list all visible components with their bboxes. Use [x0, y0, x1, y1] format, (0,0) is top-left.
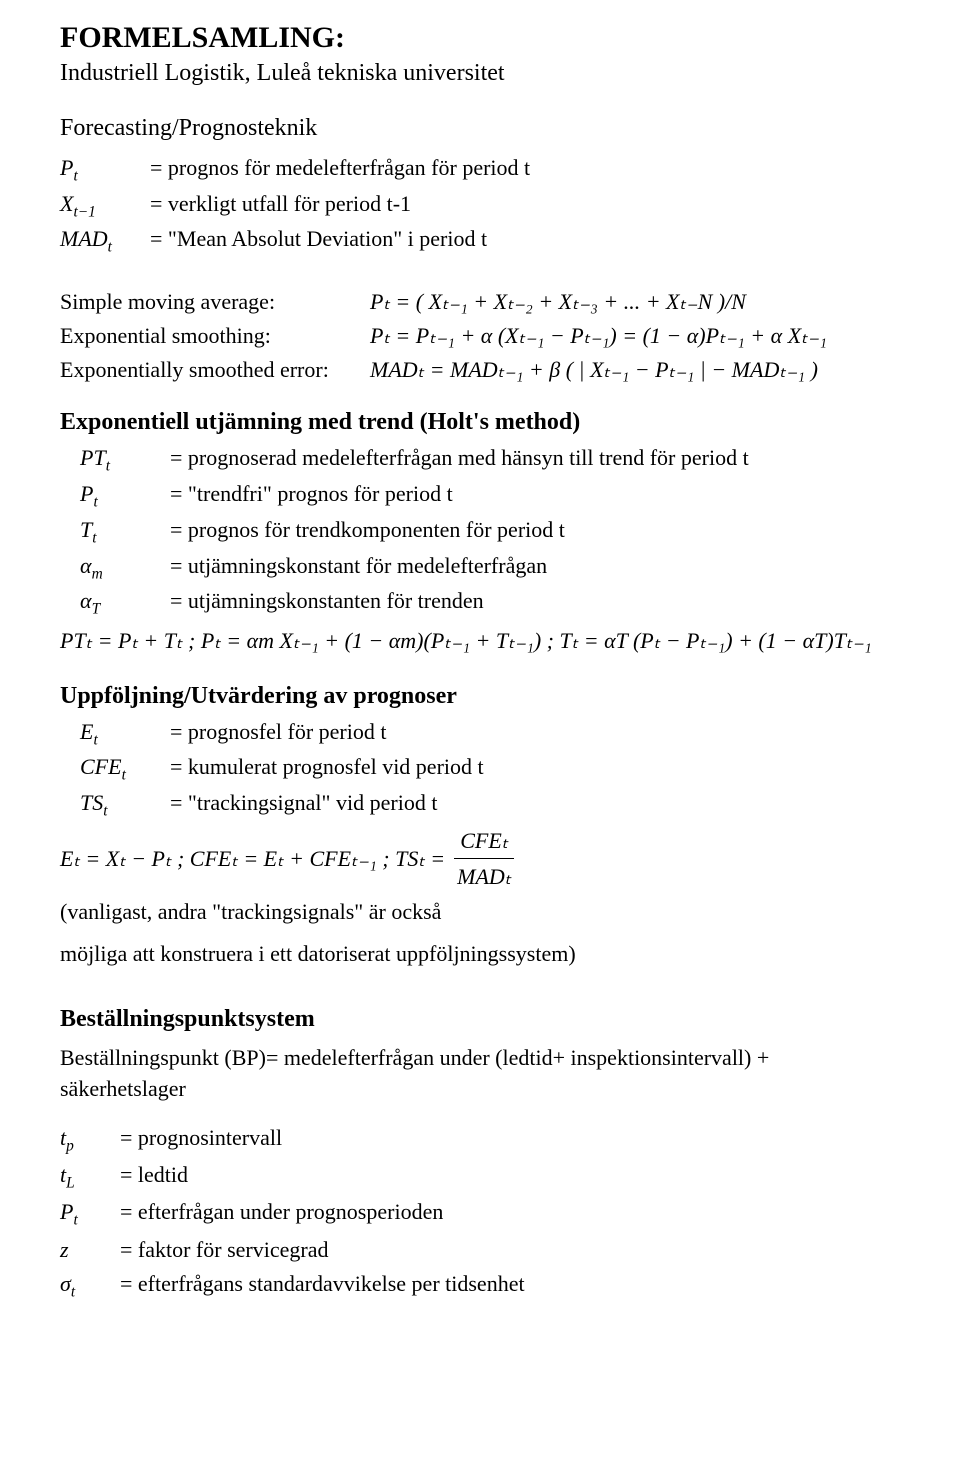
def-text-tt: = prognos för trendkomponenten för perio… [170, 514, 900, 550]
eq-label-exp: Exponential smoothing: [60, 319, 370, 353]
def-row-bp-pt: Pt = efterfrågan under prognosperioden [60, 1195, 900, 1232]
def-sym-holt-pt: Pt [80, 478, 170, 514]
header-bp: Beställningspunktsystem [60, 1006, 900, 1033]
def-text-holt-pt: = "trendfri" prognos för period t [170, 478, 900, 514]
eq-row-mad: Exponentially smoothed error: MADₜ = MAD… [60, 353, 900, 387]
document-page: FORMELSAMLING: Industriell Logistik, Lul… [0, 0, 960, 1478]
def-text-tp: = prognosintervall [120, 1121, 900, 1158]
def-sym-pt: Pt [60, 152, 150, 188]
def-sym-bp-pt: Pt [60, 1195, 120, 1232]
def-text-pt: = prognos för medelefterfrågan för perio… [150, 152, 900, 188]
header-follow: Uppföljning/Utvärdering av prognoser [60, 683, 900, 710]
def-sym-tp: tp [60, 1121, 120, 1158]
def-sym-am: αm [80, 550, 170, 586]
def-row-pt: Pt = prognos för medelefterfrågan för pe… [60, 152, 900, 188]
def-row-tst: TSt = "trackingsignal" vid period t [80, 787, 900, 823]
eq-rhs-sma: Pₜ = ( Xₜ₋₁ + Xₜ₋₂ + Xₜ₋₃ + ... + Xₜ₋N )… [370, 285, 900, 319]
bp-text: Beställningspunkt (BP)= medelefterfrågan… [60, 1043, 900, 1105]
def-sym-ptt: PTt [80, 442, 170, 478]
def-text-sigma: = efterfrågans standardavvikelse per tid… [120, 1267, 900, 1304]
eq-row-exp: Exponential smoothing: Pₜ = Pₜ₋₁ + α (Xₜ… [60, 319, 900, 353]
definitions-prognos: Pt = prognos för medelefterfrågan för pe… [60, 152, 900, 259]
def-row-at: αT = utjämningskonstanten för trenden [80, 585, 900, 621]
def-text-xt1: = verkligt utfall för period t-1 [150, 188, 900, 224]
def-text-bp-pt: = efterfrågan under prognosperioden [120, 1195, 900, 1232]
def-row-tp: tp = prognosintervall [60, 1121, 900, 1158]
page-title: FORMELSAMLING: [60, 20, 900, 56]
def-row-xt1: Xt−1 = verkligt utfall för period t-1 [60, 188, 900, 224]
def-text-et: = prognosfel för period t [170, 716, 900, 752]
def-text-cfet: = kumulerat prognosfel vid period t [170, 751, 900, 787]
def-text-tst: = "trackingsignal" vid period t [170, 787, 900, 823]
eq-rhs-mad: MADₜ = MADₜ₋₁ + β ( | Xₜ₋₁ − Pₜ₋₁ | − MA… [370, 353, 900, 387]
def-row-am: αm = utjämningskonstant för medelefterfr… [80, 550, 900, 586]
frac-den: MADₜ [451, 859, 517, 894]
def-text-ptt: = prognoserad medelefterfrågan med hänsy… [170, 442, 900, 478]
def-sym-xt1: Xt−1 [60, 188, 150, 224]
def-row-et: Et = prognosfel för period t [80, 716, 900, 752]
def-sym-at: αT [80, 585, 170, 621]
eq-rhs-exp: Pₜ = Pₜ₋₁ + α (Xₜ₋₁ − Pₜ₋₁) = (1 − α)Pₜ₋… [370, 319, 900, 353]
equation-block: Simple moving average: Pₜ = ( Xₜ₋₁ + Xₜ₋… [60, 285, 900, 387]
definitions-bp: tp = prognosintervall tL = ledtid Pt = e… [60, 1121, 900, 1304]
def-row-cfet: CFEt = kumulerat prognosfel vid period t [80, 751, 900, 787]
eq-label-mad: Exponentially smoothed error: [60, 353, 370, 387]
follow-eq-left: Eₜ = Xₜ − Pₜ ; CFEₜ = Eₜ + CFEₜ₋₁ ; TSₜ … [60, 841, 445, 876]
holt-equations: PTₜ = Pₜ + Tₜ ; Pₜ = αm Xₜ₋₁ + (1 − αm)(… [60, 621, 900, 661]
def-sym-tl: tL [60, 1158, 120, 1195]
def-row-madt: MADt = "Mean Absolut Deviation" i period… [60, 223, 900, 259]
follow-eq-frac: CFEₜ MADₜ [451, 823, 517, 894]
page-subtitle: Industriell Logistik, Luleå tekniska uni… [60, 60, 900, 87]
section-forecasting: Forecasting/Prognosteknik [60, 115, 900, 142]
definitions-follow: Et = prognosfel för period t CFEt = kumu… [80, 716, 900, 823]
def-row-tl: tL = ledtid [60, 1158, 900, 1195]
def-text-tl: = ledtid [120, 1158, 900, 1195]
def-sym-et: Et [80, 716, 170, 752]
def-row-sigma: σt = efterfrågans standardavvikelse per … [60, 1267, 900, 1304]
follow-equation-line: Eₜ = Xₜ − Pₜ ; CFEₜ = Eₜ + CFEₜ₋₁ ; TSₜ … [60, 823, 900, 930]
eq-label-sma: Simple moving average: [60, 285, 370, 319]
def-row-z: z = faktor för servicegrad [60, 1233, 900, 1267]
follow-eq-line2: möjliga att konstruera i ett datoriserat… [60, 939, 900, 970]
def-sym-tst: TSt [80, 787, 170, 823]
follow-eq-tail: (vanligast, andra "trackingsignals" är o… [60, 894, 441, 929]
definitions-holt: PTt = prognoserad medelefterfrågan med h… [80, 442, 900, 621]
def-sym-tt: Tt [80, 514, 170, 550]
def-text-at: = utjämningskonstanten för trenden [170, 585, 900, 621]
def-row-ptt: PTt = prognoserad medelefterfrågan med h… [80, 442, 900, 478]
header-holt: Exponentiell utjämning med trend (Holt's… [60, 409, 900, 436]
def-sym-madt: MADt [60, 223, 150, 259]
def-text-z: = faktor för servicegrad [120, 1233, 900, 1267]
def-sym-cfet: CFEt [80, 751, 170, 787]
def-text-am: = utjämningskonstant för medelefterfråga… [170, 550, 900, 586]
def-row-holt-pt: Pt = "trendfri" prognos för period t [80, 478, 900, 514]
def-row-tt: Tt = prognos för trendkomponenten för pe… [80, 514, 900, 550]
eq-row-sma: Simple moving average: Pₜ = ( Xₜ₋₁ + Xₜ₋… [60, 285, 900, 319]
def-sym-z: z [60, 1233, 120, 1267]
frac-num: CFEₜ [454, 823, 514, 859]
def-sym-sigma: σt [60, 1267, 120, 1304]
def-text-madt: = "Mean Absolut Deviation" i period t [150, 223, 900, 259]
